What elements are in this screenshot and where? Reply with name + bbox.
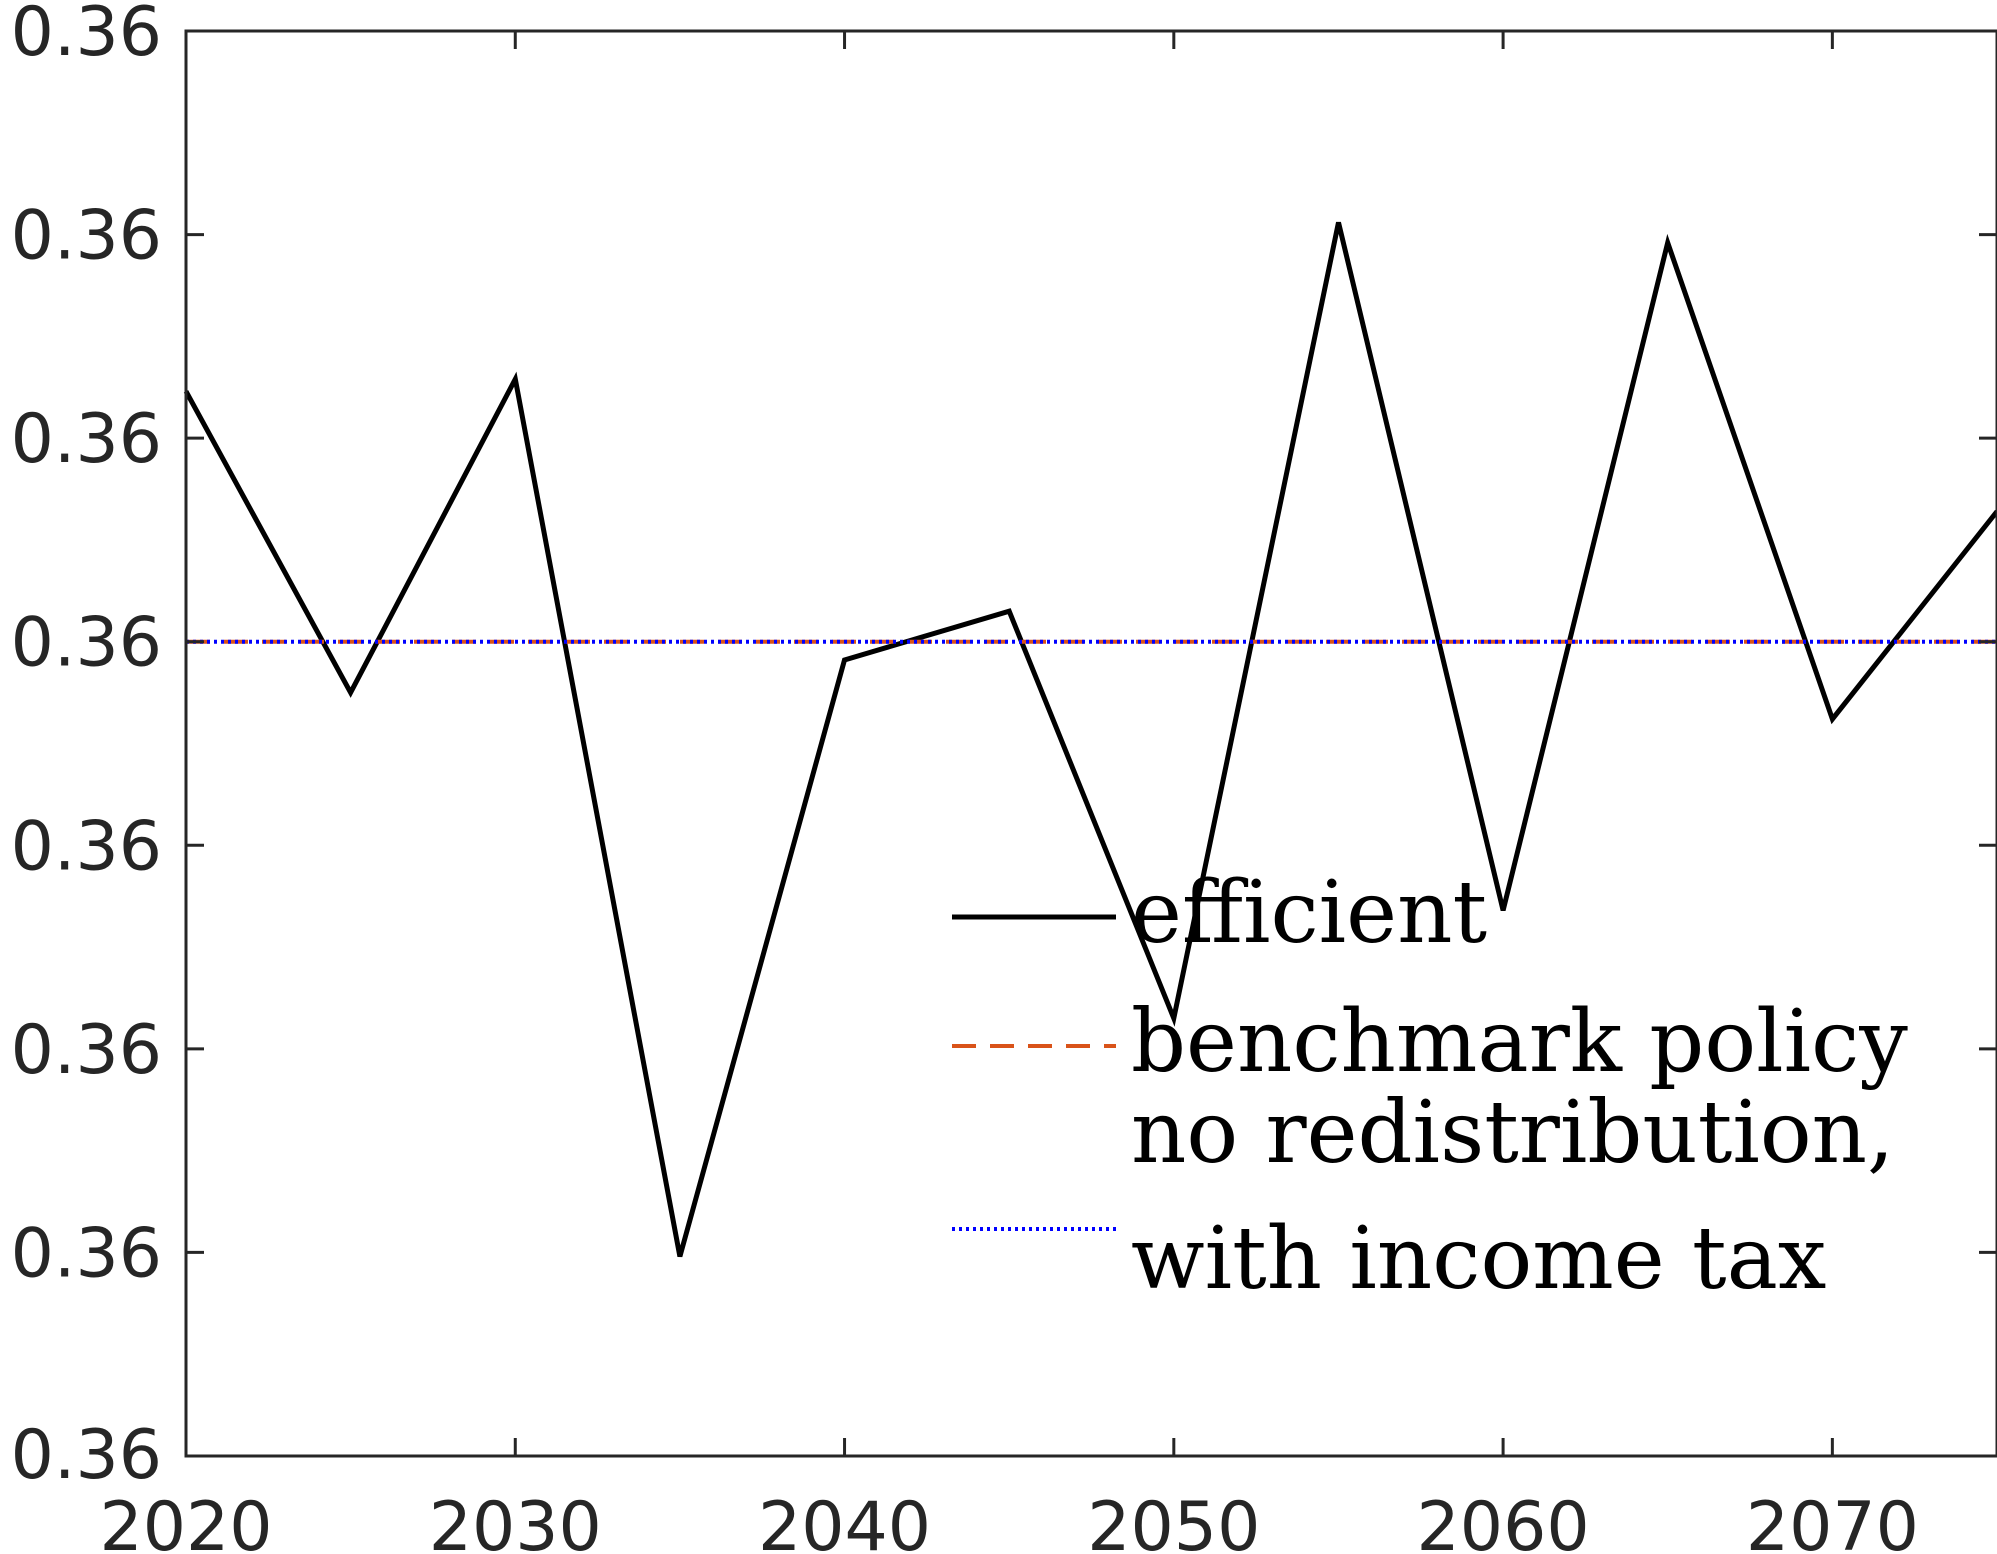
x-tick-label: 2030: [429, 1488, 602, 1554]
y-tick-label: 0.36: [11, 807, 162, 886]
tick-layer: 2020 2030 2040 2050 2060 2070 0.36 0.36 0.36 0.36…: [11, 0, 1997, 1554]
x-tick-label: 2060: [1417, 1488, 1590, 1554]
legend-label-2: with income tax: [1131, 1209, 1826, 1309]
y-tick-label: 0.36: [11, 1416, 162, 1495]
y-tick-label: 0.36: [11, 0, 162, 72]
x-tick-label: 2070: [1746, 1488, 1919, 1554]
x-tick-label: 2020: [99, 1488, 272, 1554]
legend-label-1: benchmark policy: [1131, 992, 1908, 1092]
plot-frame: [184, 29, 1997, 1458]
series-layer: [183, 221, 1997, 1258]
y-tick-label: 0.36: [11, 1214, 162, 1293]
legend-label-0: efficient: [1131, 863, 1487, 963]
x-tick-label: 2040: [758, 1488, 931, 1554]
series-line-0: [183, 221, 1997, 1258]
y-tick-label: 0.36: [11, 1011, 162, 1090]
x-tick-label: 2050: [1087, 1488, 1260, 1554]
plot-background: [186, 31, 1997, 1456]
legend-label-2: no redistribution,: [1131, 1083, 1894, 1183]
y-tick-label: 0.36: [11, 604, 162, 683]
y-tick-label: 0.36: [11, 197, 162, 276]
y-tick-label: 0.36: [11, 400, 162, 479]
